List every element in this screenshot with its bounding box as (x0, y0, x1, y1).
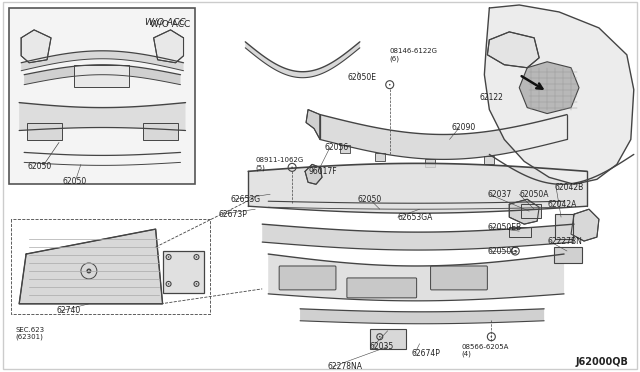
Bar (529, 148, 539, 156)
Text: SEC.623
(62301): SEC.623 (62301) (15, 327, 44, 340)
Polygon shape (245, 42, 360, 78)
Polygon shape (262, 224, 574, 250)
Text: J62000QB: J62000QB (576, 357, 629, 366)
Bar (375, 153, 385, 161)
Text: 62037: 62037 (487, 190, 511, 199)
Bar (74, 65, 129, 87)
Polygon shape (305, 164, 322, 184)
Text: W/O ACC: W/O ACC (150, 20, 191, 29)
Text: 62090: 62090 (451, 123, 476, 132)
FancyBboxPatch shape (431, 266, 487, 290)
Polygon shape (320, 115, 567, 159)
Text: 62042A: 62042A (548, 200, 577, 209)
Text: 62673P: 62673P (218, 210, 247, 219)
Text: 08911-1062G
(5): 08911-1062G (5) (255, 157, 303, 171)
Polygon shape (487, 32, 539, 68)
Bar (163, 251, 204, 293)
Polygon shape (248, 163, 587, 213)
Bar (27, 122, 62, 141)
Text: 62050G: 62050G (487, 247, 518, 256)
Text: 62653G: 62653G (230, 195, 260, 204)
Polygon shape (19, 229, 163, 304)
Text: 62278NA: 62278NA (328, 362, 363, 371)
Circle shape (515, 250, 516, 252)
Text: W/O ACC: W/O ACC (145, 18, 186, 27)
Polygon shape (154, 30, 184, 63)
Bar (554, 247, 582, 263)
Text: 62050A: 62050A (519, 190, 548, 199)
Bar (143, 122, 177, 141)
Text: 62035: 62035 (370, 342, 394, 351)
Text: 62056: 62056 (325, 143, 349, 152)
Polygon shape (19, 103, 186, 131)
FancyBboxPatch shape (347, 278, 417, 298)
Circle shape (389, 84, 390, 86)
Text: 62042B: 62042B (554, 183, 583, 192)
Bar (555, 214, 573, 239)
FancyBboxPatch shape (279, 266, 336, 290)
Polygon shape (484, 5, 634, 184)
Text: 62674P: 62674P (412, 349, 440, 358)
Circle shape (490, 336, 492, 337)
Bar (509, 227, 531, 237)
Circle shape (88, 270, 90, 272)
Text: 62740: 62740 (56, 306, 80, 315)
Circle shape (168, 283, 170, 285)
Text: 62050: 62050 (63, 177, 87, 186)
Polygon shape (571, 209, 599, 241)
Bar (340, 145, 350, 153)
Bar (484, 156, 494, 164)
Polygon shape (306, 110, 320, 140)
Circle shape (291, 167, 293, 168)
Polygon shape (21, 51, 184, 71)
Polygon shape (509, 199, 539, 224)
Circle shape (87, 269, 91, 273)
Circle shape (196, 283, 197, 285)
Text: 62122: 62122 (479, 93, 503, 102)
Circle shape (196, 256, 197, 258)
Text: 62050: 62050 (27, 162, 51, 171)
Polygon shape (519, 62, 579, 113)
Text: 62227BN: 62227BN (547, 237, 582, 246)
Polygon shape (268, 254, 564, 301)
Bar (9, 8, 195, 184)
Bar (424, 159, 435, 167)
Text: 08566-6205A
(4): 08566-6205A (4) (461, 344, 509, 357)
Circle shape (168, 256, 170, 258)
Bar (370, 329, 406, 349)
Polygon shape (24, 65, 180, 85)
Polygon shape (21, 30, 51, 63)
Circle shape (379, 336, 381, 337)
Text: 62050EB: 62050EB (487, 222, 522, 232)
Bar (521, 204, 541, 218)
Polygon shape (300, 309, 544, 324)
Text: 62050: 62050 (358, 195, 382, 204)
Text: 96017F: 96017F (308, 167, 337, 176)
Text: 62653GA: 62653GA (397, 213, 433, 222)
Text: 08146-6122G
(6): 08146-6122G (6) (390, 48, 438, 62)
Text: 62050E: 62050E (348, 73, 377, 82)
